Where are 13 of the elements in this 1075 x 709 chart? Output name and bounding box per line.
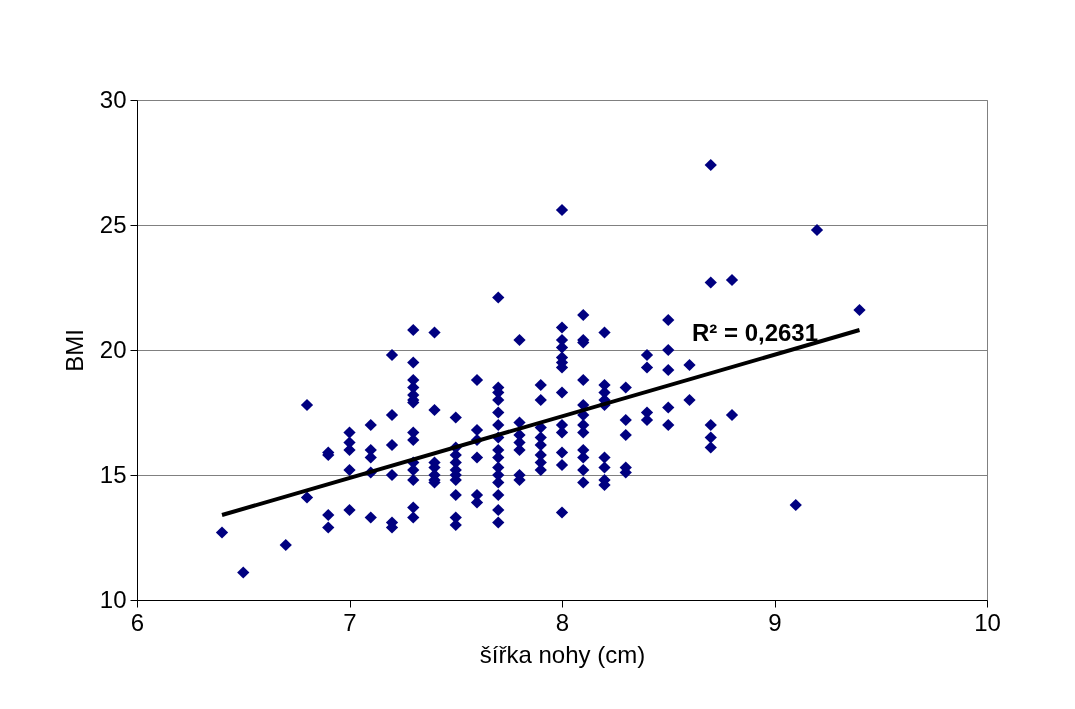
y-axis-title: BMI — [60, 329, 88, 372]
y-tick-label: 15 — [99, 460, 127, 488]
y-tick-label: 10 — [99, 585, 127, 613]
x-tick-label: 6 — [130, 608, 145, 636]
annotation: R² = 0,2631 — [691, 319, 819, 346]
x-tick-label: 9 — [768, 608, 782, 636]
x-axis-title: šířka nohy (cm) — [479, 640, 646, 668]
x-tick-label: 8 — [555, 608, 570, 636]
x-tick-label: 10 — [974, 608, 1001, 636]
y-tick-label: 30 — [99, 85, 127, 113]
y-tick-label: 20 — [99, 335, 127, 363]
y-tick-label: 25 — [99, 210, 127, 238]
x-tick-label: 7 — [343, 608, 357, 636]
